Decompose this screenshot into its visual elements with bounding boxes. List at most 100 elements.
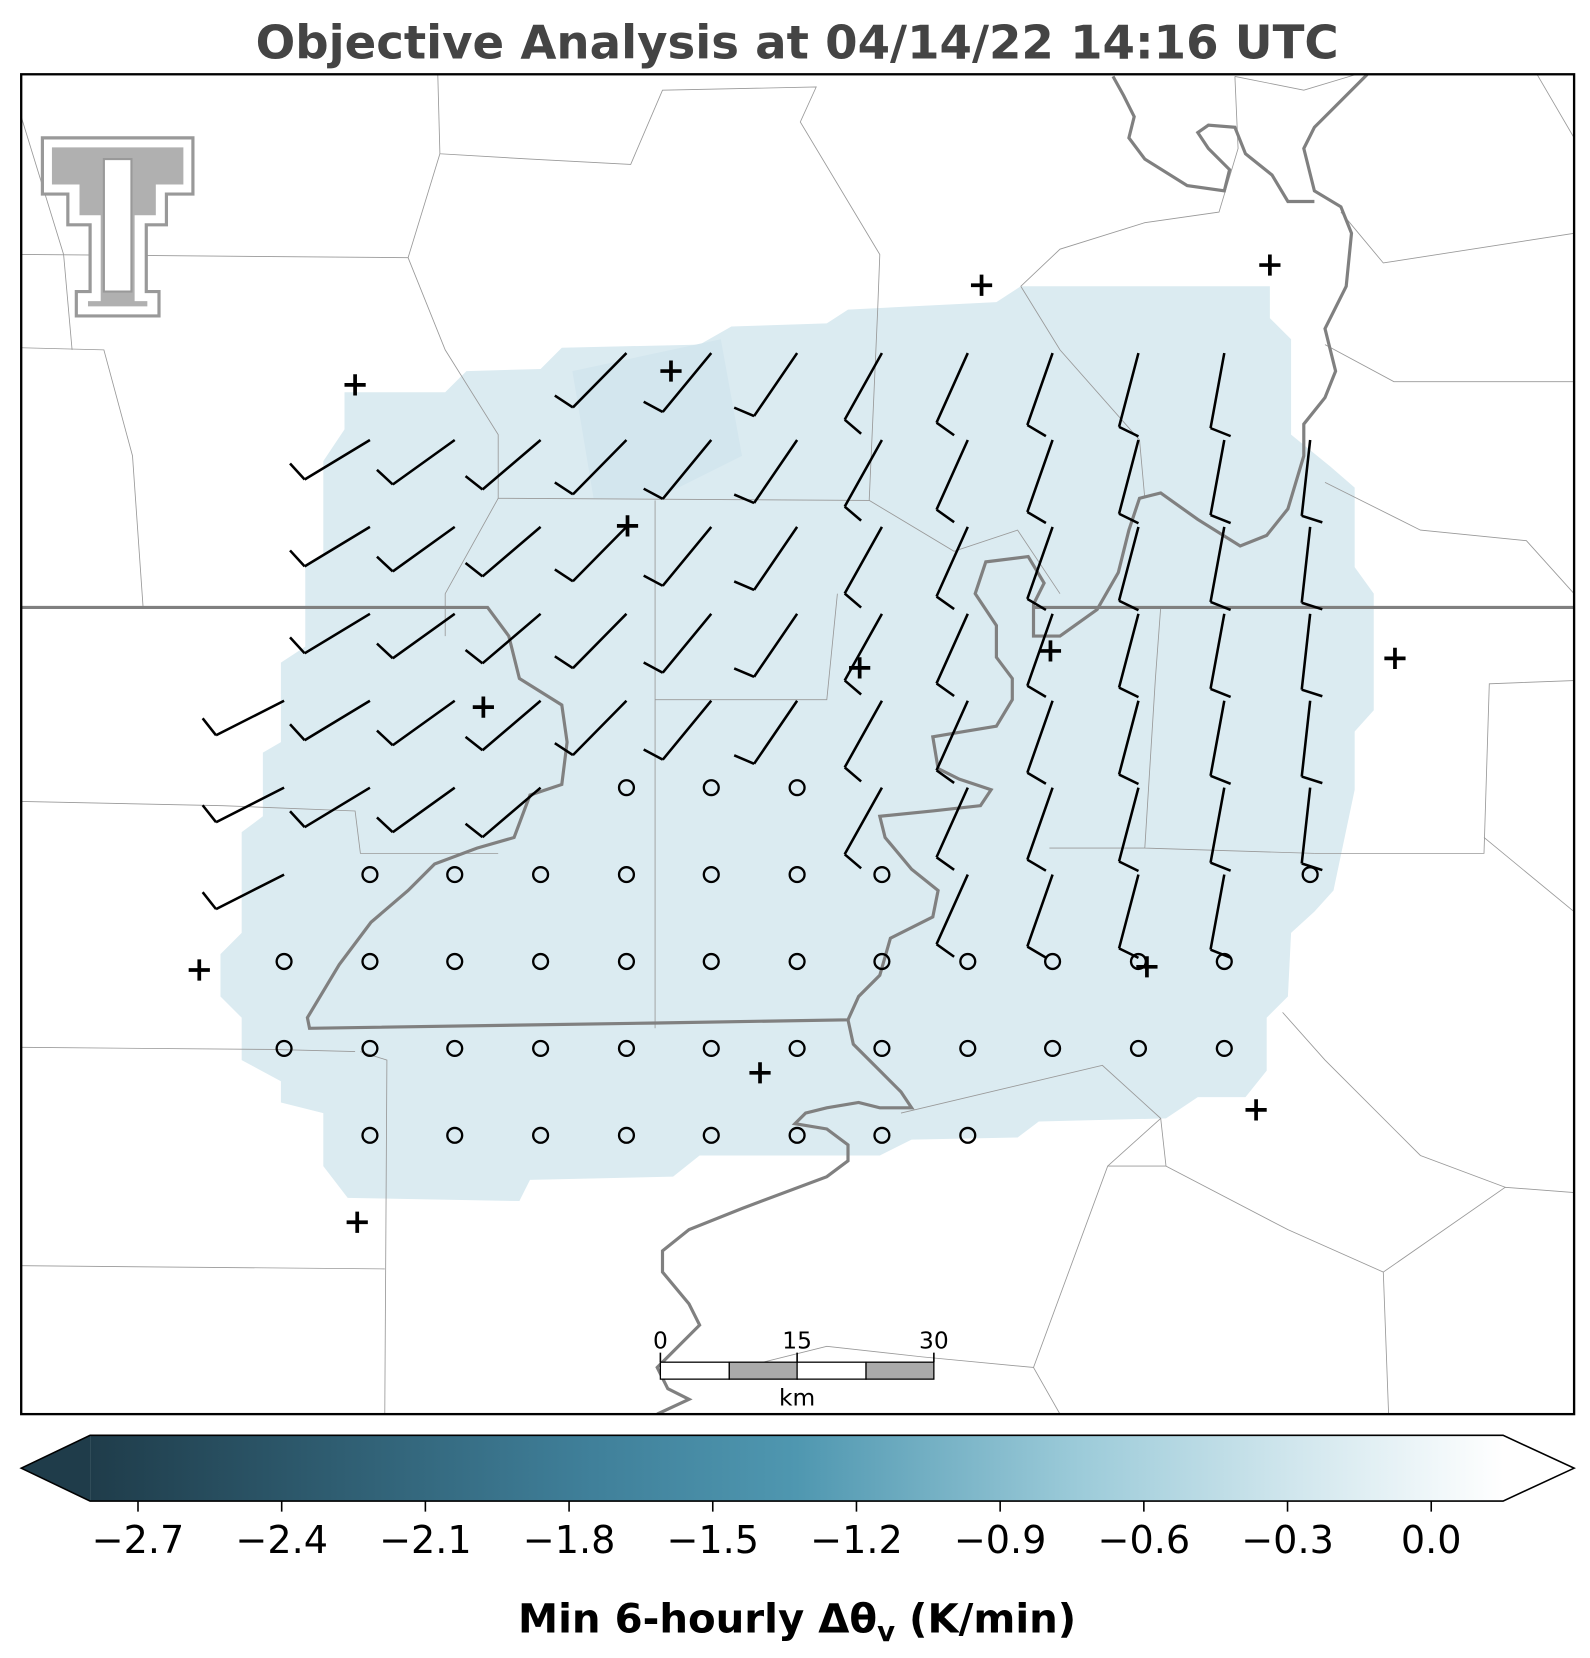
colorbar-frame <box>19 1434 1576 1502</box>
wind-barb <box>464 699 542 752</box>
wind-barb <box>1209 439 1232 525</box>
site-marker <box>1245 1099 1267 1121</box>
calm-station <box>702 952 720 971</box>
colorbar-extend-min <box>21 1435 91 1502</box>
colorbar-tick-label: −0.3 <box>1241 1518 1334 1562</box>
calm-station <box>446 1039 464 1058</box>
site-marker <box>616 515 639 537</box>
wind-barb <box>1026 874 1054 959</box>
wind-barbs <box>201 352 1323 960</box>
wind-barb <box>1209 526 1232 612</box>
wind-barb <box>1026 526 1054 612</box>
site-marker <box>344 374 366 396</box>
calm-station <box>361 1126 379 1144</box>
colorbar-tick-label: −2.4 <box>235 1518 328 1562</box>
colorbar-tick-label: −1.5 <box>666 1518 759 1562</box>
colorbar <box>90 1435 1504 1502</box>
site-marker <box>660 360 682 382</box>
analysis-field <box>220 286 1374 1202</box>
wind-barb <box>289 699 371 742</box>
wind-barb <box>935 874 969 958</box>
wind-barb <box>1209 352 1232 438</box>
wind-barb <box>201 786 285 824</box>
wind-barb <box>1117 874 1140 960</box>
wind-barb <box>464 439 542 491</box>
wind-barb <box>935 700 969 784</box>
wind-barb <box>376 438 456 486</box>
wind-barb <box>733 526 799 592</box>
scale-unit: km <box>779 1385 815 1412</box>
calm-stations <box>275 779 1319 1144</box>
calm-station <box>1215 952 1233 971</box>
wind-barb <box>1209 613 1232 699</box>
wind-barb <box>554 526 628 583</box>
calm-station <box>1215 1039 1233 1058</box>
wind-barb <box>1026 787 1054 872</box>
wind-barb <box>464 786 542 839</box>
calm-station <box>532 1039 550 1058</box>
wind-barb <box>201 873 285 911</box>
calm-station <box>788 1039 806 1058</box>
wind-barb <box>733 439 799 505</box>
calm-station <box>361 865 379 884</box>
wind-barb <box>1209 874 1232 959</box>
wind-barb <box>935 439 969 524</box>
wind-barb <box>289 438 371 481</box>
wind-barb <box>1117 787 1140 873</box>
wind-barb <box>1117 352 1140 438</box>
wind-barb <box>935 352 969 437</box>
wind-barb <box>935 613 969 698</box>
calm-station <box>702 779 720 797</box>
calm-station <box>275 1039 293 1058</box>
calm-station <box>617 865 636 884</box>
calm-station <box>617 1126 636 1144</box>
title: Objective Analysis at 04/14/22 14:16 UTC <box>256 15 1339 69</box>
site-marker <box>188 959 210 981</box>
calm-station <box>959 1039 977 1058</box>
calm-station <box>617 1039 636 1058</box>
wind-barb <box>201 699 285 737</box>
calm-station <box>702 1039 720 1058</box>
calm-station <box>1043 952 1062 971</box>
wind-barb <box>733 613 799 679</box>
county-lines <box>21 74 1575 1415</box>
calm-station <box>702 865 720 884</box>
calm-station <box>1301 865 1319 884</box>
map: km 0 15 30 <box>21 74 1575 1415</box>
calm-station <box>873 952 891 971</box>
wind-barb <box>1117 700 1140 786</box>
calm-station <box>617 952 636 971</box>
wind-barb <box>554 612 628 670</box>
wind-barb <box>1117 526 1140 612</box>
calm-station <box>788 1126 806 1144</box>
wind-barb <box>464 612 542 665</box>
calm-station <box>788 865 806 884</box>
calm-station <box>361 952 379 971</box>
colorbar-tick-label: −1.2 <box>810 1518 903 1562</box>
wind-barb <box>643 699 713 761</box>
wind-barb <box>376 786 456 834</box>
calm-station <box>617 779 636 797</box>
site-marker <box>1136 956 1158 978</box>
wind-barb <box>935 787 969 871</box>
site-marker <box>346 1211 368 1233</box>
scale-tick-label: 30 <box>919 1327 949 1354</box>
wind-barb <box>289 786 371 829</box>
scale-bar: km 0 15 30 <box>653 1327 949 1411</box>
wind-barb <box>1300 613 1323 698</box>
calm-station <box>788 779 806 797</box>
site-marker <box>472 696 494 718</box>
colorbar-tick-label: −2.7 <box>92 1518 185 1562</box>
wind-barb <box>843 787 884 870</box>
calm-station <box>532 1126 550 1144</box>
colorbar-label: Min 6-hourly Δθv (K/min) <box>518 1596 1076 1647</box>
wind-barb <box>1300 700 1323 785</box>
site-marker <box>749 1062 771 1084</box>
calm-station <box>873 865 891 884</box>
calm-station <box>788 952 806 971</box>
state-borders <box>21 74 1575 1415</box>
site-marker <box>1259 254 1281 276</box>
calm-station <box>702 1126 720 1144</box>
colorbar-tick-label: 0.0 <box>1401 1518 1462 1562</box>
wind-barb <box>554 439 628 496</box>
